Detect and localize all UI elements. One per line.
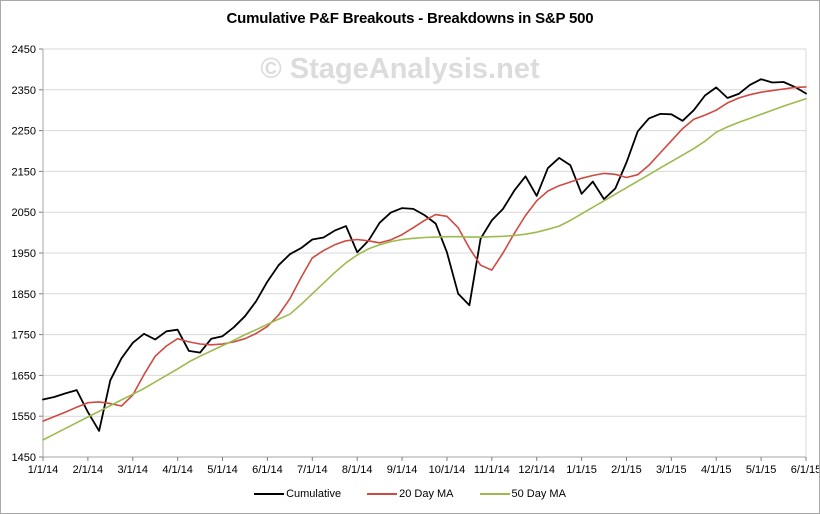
legend-label: Cumulative [286,488,342,500]
x-axis-label: 1/1/14 [28,464,59,476]
x-axis-label: 1/1/15 [566,464,597,476]
y-axis-label: 2150 [12,166,36,178]
watermark-text: © StageAnalysis.net [260,53,540,85]
x-axis-label: 12/1/14 [518,464,555,476]
x-axis-label: 8/1/14 [342,464,373,476]
y-axis-label: 2250 [12,126,36,138]
y-axis-label: 1450 [12,452,36,464]
x-axis-label: 11/1/14 [474,464,510,476]
x-axis-label: 5/1/15 [746,464,777,476]
x-axis-label: 9/1/14 [387,464,418,476]
y-axis-label: 1950 [12,248,36,260]
x-axis-label: 2/1/14 [73,464,104,476]
series-line-20-day-ma [42,86,807,422]
legend-item-20-day-ma: 20 Day MA [367,488,454,500]
chart-title: Cumulative P&F Breakouts - Breakdowns in… [226,10,594,27]
y-axis-label: 1650 [12,370,36,382]
y-axis-label: 1850 [12,289,36,301]
series-line-cumulative [42,78,807,432]
y-axis-label: 1550 [12,411,36,423]
x-axis-label: 6/1/15 [791,464,820,476]
legend-line-swatch [254,492,285,496]
legend-label: 50 Day MA [511,488,566,500]
legend: Cumulative 20 Day MA 50 Day MA [1,488,819,500]
series-line-50-day-ma [42,98,807,441]
x-axis-label: 3/1/15 [656,464,687,476]
y-axis-label: 2050 [12,207,36,219]
x-axis-label: 4/1/15 [701,464,732,476]
x-axis-label: 6/1/14 [252,464,283,476]
legend-line-swatch [479,492,510,496]
y-axis-label: 2350 [12,85,36,97]
x-axis-label: 7/1/14 [297,464,328,476]
y-axis-label: 1750 [12,330,36,342]
y-axis-label: 2450 [12,44,36,56]
legend-item-cumulative: Cumulative [254,488,341,500]
x-axis-label: 3/1/14 [117,464,148,476]
x-axis-label: 10/1/14 [429,464,466,476]
x-axis-label: 4/1/14 [162,464,193,476]
legend-label: 20 Day MA [399,488,454,500]
x-axis-label: 5/1/14 [207,464,238,476]
x-axis-label: 2/1/15 [611,464,642,476]
legend-item-50-day-ma: 50 Day MA [479,488,566,500]
legend-line-swatch [367,492,398,496]
